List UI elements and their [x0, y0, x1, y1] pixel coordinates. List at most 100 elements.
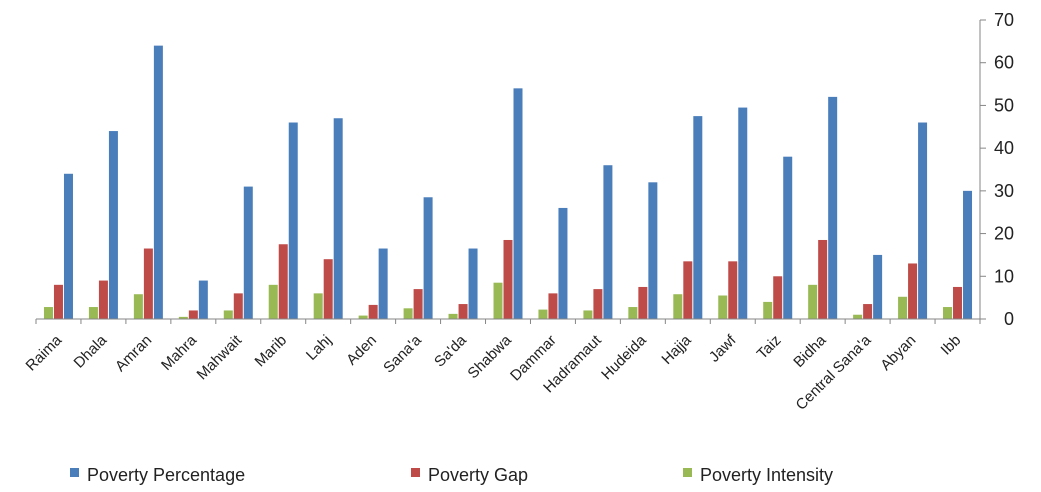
bar-poverty-intensity: [943, 307, 953, 319]
y-tick-label: 0: [1004, 309, 1014, 329]
x-category-label: Shabwa: [464, 331, 515, 382]
bar-poverty-percentage: [783, 156, 793, 319]
x-category-label: Aden: [343, 332, 380, 369]
bar-poverty-gap: [278, 244, 288, 319]
bar-poverty-intensity: [583, 310, 593, 319]
legend-label: Poverty Intensity: [700, 465, 833, 485]
x-category-label: Amran: [112, 332, 155, 375]
bar-poverty-intensity: [808, 284, 818, 319]
bar-poverty-gap: [143, 248, 153, 319]
bar-poverty-percentage: [513, 88, 523, 319]
bar-poverty-intensity: [133, 294, 143, 319]
legend-swatch: [70, 468, 79, 477]
bar-poverty-gap: [413, 289, 423, 319]
bar-poverty-percentage: [873, 254, 883, 319]
legend-swatch: [683, 468, 692, 477]
bar-poverty-percentage: [918, 122, 928, 319]
y-tick-label: 20: [994, 224, 1014, 244]
legend-swatch: [411, 468, 420, 477]
x-category-label: Hajja: [658, 331, 695, 368]
bar-poverty-gap: [863, 304, 873, 319]
x-category-label: Mahwait: [194, 331, 246, 383]
bar-poverty-gap: [53, 284, 63, 319]
bar-poverty-percentage: [288, 122, 298, 319]
bar-poverty-percentage: [603, 165, 613, 319]
bar-poverty-gap: [368, 304, 378, 319]
bar-poverty-intensity: [43, 307, 53, 319]
bar-poverty-gap: [773, 276, 783, 319]
bar-poverty-intensity: [898, 296, 908, 319]
bar-poverty-gap: [593, 289, 603, 319]
x-category-label: Dhala: [71, 331, 111, 371]
y-tick-label: 50: [994, 95, 1014, 115]
x-category-label: Mahra: [158, 331, 201, 374]
bar-poverty-percentage: [63, 173, 73, 319]
bar-poverty-percentage: [738, 107, 748, 319]
bar-poverty-gap: [818, 239, 828, 319]
bar-poverty-intensity: [313, 293, 323, 319]
y-tick-label: 70: [994, 10, 1014, 30]
bar-poverty-percentage: [693, 116, 703, 319]
bar-poverty-intensity: [178, 316, 188, 319]
legend: Poverty Percentage Poverty Gap Poverty Int…: [70, 465, 833, 485]
x-category-label: Sa'da: [431, 331, 470, 370]
bar-poverty-gap: [233, 293, 243, 319]
legend-label: Poverty Percentage: [87, 465, 245, 485]
x-category-label: Lahj: [303, 332, 335, 364]
bar-poverty-percentage: [108, 131, 118, 319]
bar-poverty-gap: [548, 293, 558, 319]
x-category-label: Abyan: [877, 332, 919, 374]
bar-poverty-intensity: [673, 294, 683, 319]
bar-poverty-intensity: [88, 307, 98, 319]
legend-label: Poverty Gap: [428, 465, 528, 485]
bar-poverty-gap: [953, 286, 963, 319]
bar-poverty-intensity: [448, 313, 458, 319]
bar-poverty-gap: [98, 280, 108, 319]
bar-poverty-intensity: [853, 314, 863, 319]
bar-poverty-intensity: [268, 284, 278, 319]
bar-poverty-percentage: [153, 45, 163, 319]
x-category-label: Ibb: [938, 332, 965, 359]
x-category-label: Hudeida: [598, 331, 650, 383]
bar-poverty-intensity: [403, 308, 413, 319]
x-category-label: Sana'a: [380, 331, 425, 376]
bar-poverty-intensity: [628, 307, 638, 319]
y-tick-label: 30: [994, 181, 1014, 201]
bars-layer: [43, 45, 973, 319]
bar-poverty-gap: [728, 261, 738, 319]
bar-poverty-gap: [908, 263, 918, 319]
bar-poverty-gap: [503, 239, 513, 319]
bar-poverty-percentage: [558, 207, 568, 319]
bar-poverty-intensity: [493, 282, 503, 319]
y-tick-label: 40: [994, 138, 1014, 158]
bar-poverty-percentage: [963, 190, 973, 319]
bar-poverty-percentage: [333, 118, 343, 319]
x-category-label: Bidha: [790, 331, 830, 371]
bar-poverty-percentage: [378, 248, 388, 319]
bar-poverty-percentage: [468, 248, 478, 319]
bar-poverty-percentage: [648, 182, 658, 319]
bar-poverty-intensity: [358, 315, 368, 319]
bar-poverty-gap: [323, 259, 333, 319]
bar-poverty-gap: [683, 261, 693, 319]
bar-poverty-gap: [188, 310, 198, 319]
y-tick-label: 60: [994, 53, 1014, 73]
bar-poverty-gap: [458, 304, 468, 319]
bar-poverty-percentage: [198, 280, 208, 319]
bar-poverty-percentage: [828, 96, 838, 319]
bar-poverty-intensity: [223, 310, 233, 319]
x-category-label: Taiz: [754, 332, 785, 363]
bar-poverty-percentage: [243, 186, 253, 319]
bar-poverty-intensity: [538, 309, 548, 319]
bar-poverty-gap: [638, 286, 648, 319]
bar-poverty-intensity: [763, 301, 773, 319]
x-category-label: Jawf: [706, 331, 740, 365]
bar-poverty-percentage: [423, 197, 433, 319]
y-ticks-layer: 0 10 20 30 40 50 60 70: [980, 10, 1014, 329]
x-category-label: Raima: [23, 331, 66, 374]
y-tick-label: 10: [994, 266, 1014, 286]
bar-poverty-intensity: [718, 295, 728, 319]
